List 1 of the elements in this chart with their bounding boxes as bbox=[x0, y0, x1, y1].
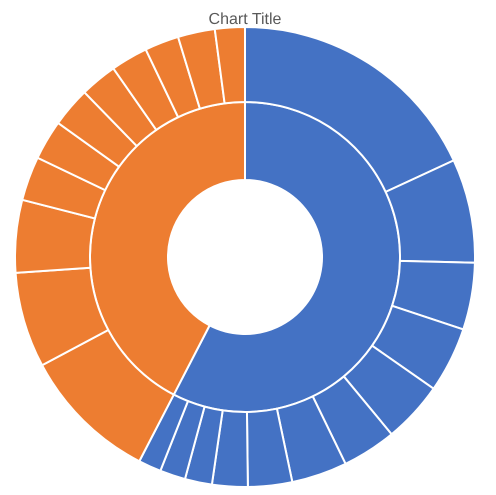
chart-title: Chart Title bbox=[208, 11, 282, 28]
